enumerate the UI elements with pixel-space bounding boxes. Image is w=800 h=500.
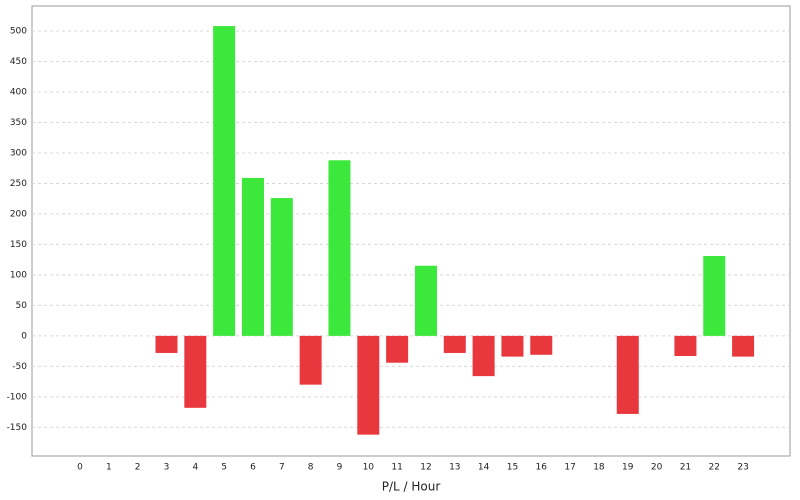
y-tick-label: -150 xyxy=(7,423,28,433)
x-tick-label: 21 xyxy=(680,463,691,473)
x-tick-label: 4 xyxy=(192,463,198,473)
y-tick-label: 50 xyxy=(16,301,28,311)
x-tick-label: 0 xyxy=(77,463,83,473)
bar xyxy=(472,335,495,377)
bar xyxy=(213,26,236,336)
y-tick-label: 400 xyxy=(10,87,27,97)
y-tick-label: -50 xyxy=(12,362,27,372)
x-tick-label: 15 xyxy=(507,463,518,473)
y-tick-label: 250 xyxy=(10,179,27,189)
bar xyxy=(732,335,755,357)
bar xyxy=(530,335,553,355)
bar xyxy=(184,335,207,408)
bar xyxy=(616,335,639,414)
x-tick-label: 11 xyxy=(391,463,402,473)
bar xyxy=(270,198,293,336)
y-tick-label: 500 xyxy=(10,27,27,37)
x-tick-label: 8 xyxy=(308,463,314,473)
bar xyxy=(357,335,380,435)
x-tick-label: 12 xyxy=(420,463,431,473)
x-tick-label: 18 xyxy=(593,463,605,473)
x-tick-label: 23 xyxy=(737,463,748,473)
bar xyxy=(299,335,322,385)
x-axis-label: P/L / Hour xyxy=(382,480,441,494)
x-tick-label: 2 xyxy=(135,463,141,473)
bar xyxy=(443,335,466,353)
x-tick-label: 22 xyxy=(709,463,720,473)
bar xyxy=(386,335,409,363)
x-tick-label: 7 xyxy=(279,463,285,473)
x-tick-label: 16 xyxy=(536,463,548,473)
bar xyxy=(328,160,351,336)
y-tick-label: 350 xyxy=(10,118,27,128)
x-tick-label: 6 xyxy=(250,463,256,473)
bar xyxy=(703,256,726,336)
x-tick-label: 17 xyxy=(564,463,575,473)
x-tick-label: 19 xyxy=(622,463,634,473)
bar xyxy=(414,265,437,336)
x-tick-label: 20 xyxy=(651,463,663,473)
y-tick-label: 100 xyxy=(10,270,27,280)
y-tick-label: 300 xyxy=(10,148,27,158)
x-tick-label: 5 xyxy=(221,463,227,473)
bar xyxy=(241,177,264,336)
x-tick-label: 13 xyxy=(449,463,460,473)
y-tick-label: 0 xyxy=(21,331,27,341)
x-tick-label: 10 xyxy=(363,463,375,473)
y-tick-label: 200 xyxy=(10,209,27,219)
x-tick-label: 9 xyxy=(337,463,343,473)
x-tick-label: 3 xyxy=(164,463,170,473)
y-tick-label: -100 xyxy=(7,392,28,402)
x-tick-label: 14 xyxy=(478,463,490,473)
y-tick-label: 450 xyxy=(10,57,27,67)
bar xyxy=(155,335,178,353)
y-tick-label: 150 xyxy=(10,240,27,250)
plot-frame xyxy=(31,5,791,457)
bar xyxy=(501,335,524,357)
x-tick-label: 1 xyxy=(106,463,112,473)
bar xyxy=(674,335,697,356)
